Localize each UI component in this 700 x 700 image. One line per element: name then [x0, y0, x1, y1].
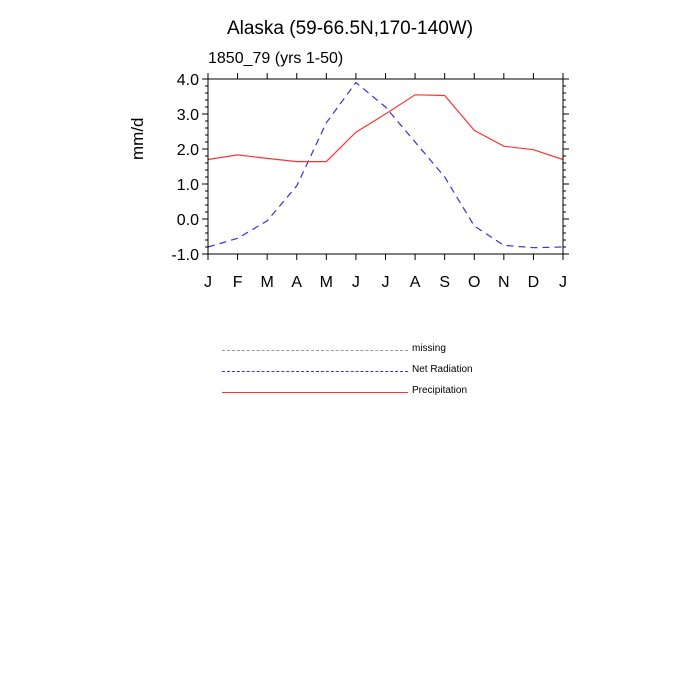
- y-tick-label: 1.0: [177, 177, 199, 194]
- x-tick-label: J: [204, 274, 212, 291]
- x-tick-label: N: [498, 274, 510, 291]
- x-tick-label: S: [439, 274, 450, 291]
- y-tick-label: 0.0: [177, 212, 199, 229]
- legend: missing Net Radiation Precipitation: [222, 340, 542, 403]
- legend-swatch-precipitation: [222, 392, 408, 393]
- series-line-net-radiation: [207, 81, 564, 249]
- x-tick-label: D: [528, 274, 540, 291]
- x-tick-label: A: [291, 274, 302, 291]
- legend-item-net-radiation: Net Radiation: [222, 361, 542, 382]
- legend-item-missing: missing: [222, 340, 542, 361]
- x-tick-label: M: [261, 274, 274, 291]
- y-tick-label: 3.0: [177, 107, 199, 124]
- plot-frame: [207, 78, 564, 255]
- x-tick-label: J: [382, 274, 390, 291]
- x-tick-label: M: [320, 274, 333, 291]
- x-tick-label: O: [468, 274, 480, 291]
- x-tick-label: J: [559, 274, 567, 291]
- x-tick-label: F: [233, 274, 243, 291]
- legend-label-missing: missing: [412, 343, 446, 354]
- legend-swatch-net-radiation: [222, 371, 408, 372]
- series-lines: [207, 81, 564, 249]
- y-axis-label: mm/d: [128, 117, 147, 161]
- y-tick-label: 4.0: [177, 72, 199, 89]
- legend-label-net-radiation: Net Radiation: [412, 364, 473, 375]
- legend-swatch-missing: [222, 350, 408, 351]
- axis-ticks: [202, 73, 569, 260]
- chart-title: Alaska (59-66.5N,170-140W): [226, 18, 474, 39]
- legend-item-precipitation: Precipitation: [222, 382, 542, 403]
- x-tick-label: J: [352, 274, 360, 291]
- chart-subtitle: 1850_79 (yrs 1-50): [208, 50, 344, 67]
- y-tick-label: -1.0: [171, 247, 199, 264]
- y-tick-labels: 4.0 3.0 2.0 1.0 0.0 -1.0: [171, 72, 199, 264]
- x-tick-label: A: [410, 274, 421, 291]
- y-tick-label: 2.0: [177, 142, 199, 159]
- series-line-precipitation: [207, 94, 564, 163]
- legend-label-precipitation: Precipitation: [412, 385, 468, 396]
